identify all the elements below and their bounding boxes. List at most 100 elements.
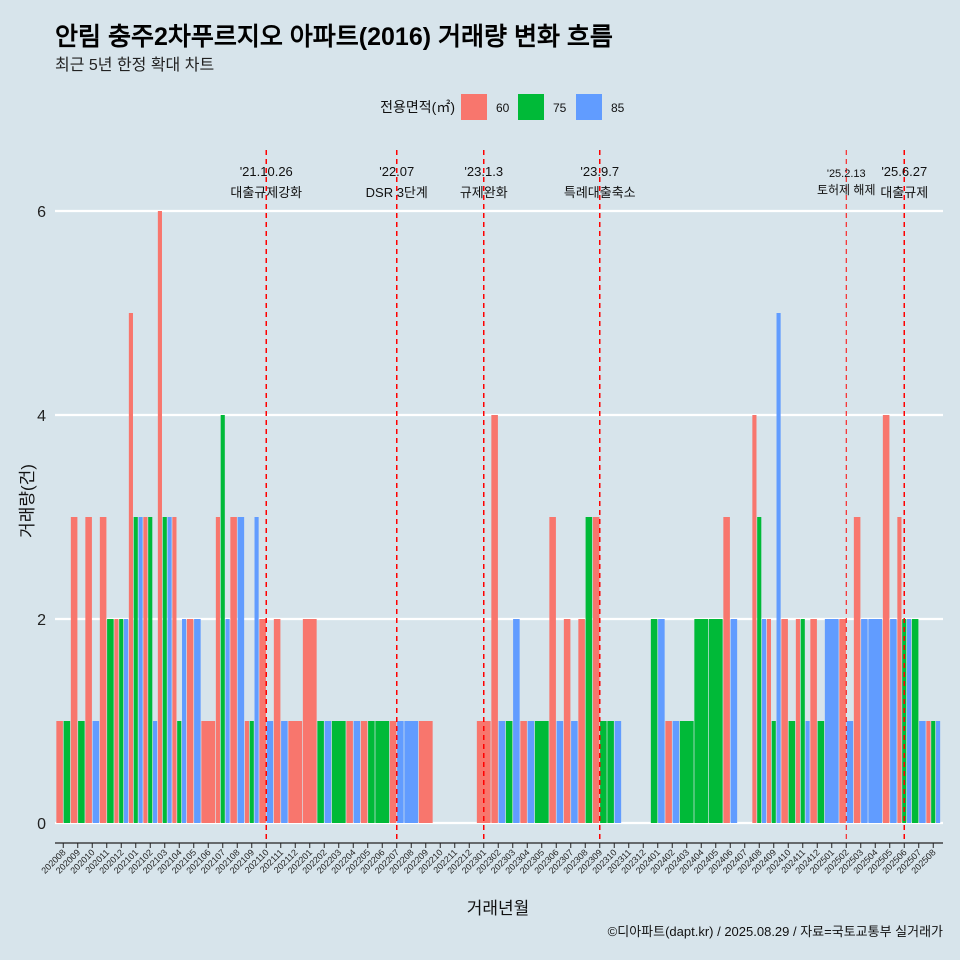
bar-85-202107 — [225, 619, 230, 823]
legend-key-60 — [461, 94, 487, 120]
bar-60-202201 — [302, 619, 317, 823]
bar-85-202012 — [124, 619, 129, 823]
bar-60-202112 — [288, 721, 303, 823]
bar-75-202109 — [249, 721, 254, 823]
legend-label-85: 85 — [611, 101, 625, 115]
bar-60-202304 — [520, 721, 527, 823]
bar-75-202404 — [694, 619, 709, 823]
bar-85-202408 — [762, 619, 767, 823]
bar-85-202105 — [194, 619, 201, 823]
bar-85-202409 — [776, 313, 781, 823]
y-tick-label: 6 — [37, 204, 46, 221]
bar-60-202308 — [578, 619, 585, 823]
bar-60-202109 — [244, 721, 249, 823]
bar-75-202008 — [63, 721, 71, 823]
legend-key-75 — [518, 94, 544, 120]
event-date-label: '23.9.7 — [580, 164, 619, 179]
bar-75-202102 — [148, 517, 153, 823]
legend-label-75: 75 — [553, 101, 567, 115]
bar-60-202409 — [766, 619, 771, 823]
bar-60-202108 — [230, 517, 237, 823]
y-tick-label: 0 — [37, 816, 46, 833]
bar-75-202305 — [534, 721, 549, 823]
y-tick-label: 4 — [37, 408, 46, 425]
bar-60-202010 — [85, 517, 92, 823]
x-axis-title: 거래년월 — [467, 899, 530, 918]
bar-85-202111 — [281, 721, 288, 823]
chart-subtitle: 최근 5년 한정 확대 차트 — [55, 56, 214, 74]
legend-item-85: 85 — [576, 94, 625, 120]
bar-75-202203 — [331, 721, 346, 823]
bar-75-202412 — [817, 721, 825, 823]
bar-60-202412 — [810, 619, 817, 823]
event-label: 대출규제강화 — [230, 185, 302, 200]
bar-75-202206 — [375, 721, 390, 823]
event-date-label: '23.1.3 — [464, 164, 503, 179]
bar-60-202106 — [201, 721, 216, 823]
bar-85-202508 — [936, 721, 941, 823]
bar-85-202406 — [730, 619, 738, 823]
bar-60-202302 — [491, 415, 498, 823]
event-date-label: '22.07 — [379, 164, 414, 179]
bar-60-202102 — [143, 517, 148, 823]
bar-60-202101 — [128, 313, 133, 823]
bar-75-202405 — [708, 619, 723, 823]
bar-60-202204 — [346, 721, 353, 823]
bar-60-202012 — [114, 619, 119, 823]
bar-60-202011 — [99, 517, 107, 823]
y-axis-title: 거래량(건) — [18, 464, 37, 538]
bar-75-202303 — [505, 721, 513, 823]
y-axis: 0 2 4 6 — [37, 204, 46, 833]
bar-85-202307 — [571, 721, 578, 823]
bar-60-202009 — [70, 517, 78, 823]
bar-60-202306 — [549, 517, 556, 823]
bar-75-202408 — [757, 517, 762, 823]
chart-title: 안림 충주2차푸르지오 아파트(2016) 거래량 변화 흐름 — [55, 23, 613, 51]
bar-60-202503 — [853, 517, 861, 823]
event-marker: '23.9.7 특례대출축소 — [564, 150, 636, 843]
bar-75-202403 — [679, 721, 694, 823]
bars — [56, 211, 941, 823]
bar-85-202401 — [658, 619, 665, 823]
legend-key-85 — [576, 94, 602, 120]
event-label: 규제완화 — [460, 185, 508, 200]
bar-85-202103 — [167, 517, 172, 823]
bar-85-202108 — [237, 517, 245, 823]
bar-60-202508 — [926, 721, 931, 823]
bar-60-202107 — [215, 517, 220, 823]
bar-60-202111 — [273, 619, 281, 823]
bar-75-202104 — [177, 721, 182, 823]
bar-60-202411 — [795, 619, 800, 823]
bar-60-202406 — [723, 517, 730, 823]
bar-85-202402 — [672, 721, 680, 823]
bar-60-202502 — [839, 619, 846, 823]
legend-label-60: 60 — [496, 101, 510, 115]
bar-85-202302 — [498, 721, 506, 823]
bar-85-202010 — [92, 721, 100, 823]
bar-75-202012 — [119, 619, 124, 823]
bar-75-202310 — [607, 721, 614, 823]
legend-title: 전용면적(㎡) — [380, 99, 455, 115]
bar-75-202410 — [788, 721, 796, 823]
bar-85-202303 — [513, 619, 520, 823]
event-label: 토허제 해제 — [817, 183, 876, 197]
bar-60-202008 — [56, 721, 63, 823]
bar-85-202504 — [868, 619, 883, 823]
bar-75-202409 — [771, 721, 776, 823]
event-label: 대출규제 — [880, 185, 928, 200]
bar-75-202101 — [133, 517, 138, 823]
bar-75-202202 — [317, 721, 324, 823]
bar-60-202105 — [186, 619, 194, 823]
bar-60-202402 — [665, 721, 672, 823]
chart-caption: ©디아파트(dapt.kr) / 2025.08.29 / 자료=국토교통부 실… — [608, 924, 943, 939]
event-marker: '25.6.27 대출규제 — [880, 150, 928, 843]
y-tick-label: 2 — [37, 612, 46, 629]
bar-85-202501 — [824, 619, 839, 823]
bar-75-202205 — [368, 721, 375, 823]
bar-85-202110 — [266, 721, 274, 823]
bar-85-202208 — [404, 721, 419, 823]
event-label: DSR 3단계 — [366, 185, 428, 200]
bar-75-202103 — [162, 517, 167, 823]
event-date-label: '25.6.27 — [881, 164, 927, 179]
bar-85-202102 — [153, 721, 158, 823]
